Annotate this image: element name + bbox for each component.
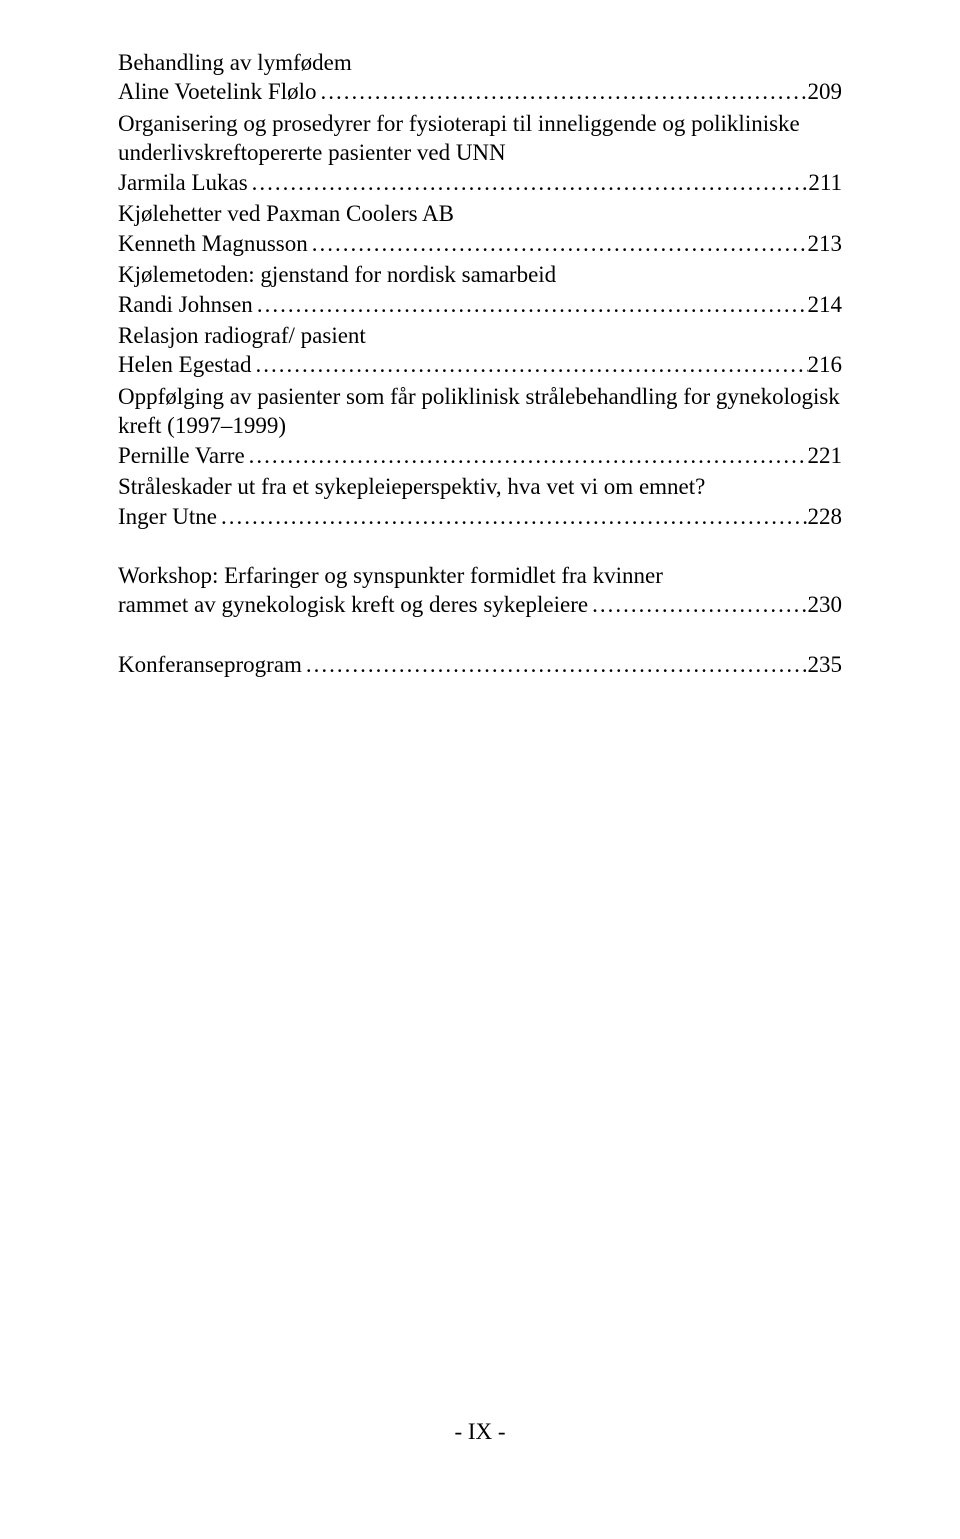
page-number-roman: - IX - <box>454 1419 505 1444</box>
toc-author: Randi Johnsen <box>118 290 253 319</box>
toc-title: Organisering og prosedyrer for fysiotera… <box>118 109 842 168</box>
toc-page: 211 <box>808 168 842 197</box>
toc-page: 221 <box>808 441 843 470</box>
toc-author-line: Kenneth Magnusson ......................… <box>118 229 842 258</box>
spacing <box>118 622 842 650</box>
toc-entry: Behandling av lymfødem Aline Voetelink F… <box>118 48 842 107</box>
toc-author: Pernille Varre <box>118 441 245 470</box>
toc-entry: Oppfølging av pasienter som får poliklin… <box>118 382 842 470</box>
toc-title: Relasjon radiograf/ pasient <box>118 321 842 350</box>
toc-entry: Organisering og prosedyrer for fysiotera… <box>118 109 842 197</box>
toc-author: Helen Egestad <box>118 350 251 379</box>
toc-page: 216 <box>808 350 843 379</box>
toc-dots: ........................................… <box>588 590 807 619</box>
toc-entry: Stråleskader ut fra et sykepleieperspekt… <box>118 472 842 531</box>
page-footer: - IX - <box>0 1419 960 1445</box>
toc-author-line: Jarmila Lukas ..........................… <box>118 168 842 197</box>
toc-dots: ........................................… <box>248 168 809 197</box>
toc-title: Kjølemetoden: gjenstand for nordisk sama… <box>118 260 842 289</box>
toc-dots: ........................................… <box>302 650 808 679</box>
toc-title: Kjølehetter ved Paxman Coolers AB <box>118 199 842 228</box>
toc-page: 214 <box>808 290 843 319</box>
toc-dots: ........................................… <box>253 290 808 319</box>
toc-author-line: Pernille Varre .........................… <box>118 441 842 470</box>
spacing <box>118 533 842 561</box>
toc-title: Oppfølging av pasienter som får poliklin… <box>118 382 842 441</box>
toc-title: Behandling av lymfødem <box>118 48 842 77</box>
toc-workshop-title-cont: rammet av gynekologisk kreft og deres sy… <box>118 590 588 619</box>
toc-dots: ........................................… <box>317 77 808 106</box>
toc-dots: ........................................… <box>251 350 807 379</box>
toc-workshop-line2: rammet av gynekologisk kreft og deres sy… <box>118 590 842 619</box>
toc-author: Aline Voetelink Flølo <box>118 77 317 106</box>
toc-page: 230 <box>808 590 843 619</box>
toc-author-line: Helen Egestad ..........................… <box>118 350 842 379</box>
toc-author-line: Aline Voetelink Flølo ..................… <box>118 77 842 106</box>
toc-entry: Relasjon radiograf/ pasient Helen Egesta… <box>118 321 842 380</box>
toc-entry-konferanse: Konferanseprogram ......................… <box>118 650 842 679</box>
toc-author: Inger Utne <box>118 502 217 531</box>
toc-page: 235 <box>808 650 843 679</box>
toc-dots: ........................................… <box>308 229 808 258</box>
toc-entry: Kjølehetter ved Paxman Coolers AB Kennet… <box>118 199 842 258</box>
toc-author-line: Randi Johnsen ..........................… <box>118 290 842 319</box>
toc-page: 213 <box>808 229 843 258</box>
toc-author: Kenneth Magnusson <box>118 229 308 258</box>
toc-author-line: Inger Utne .............................… <box>118 502 842 531</box>
toc-dots: ........................................… <box>245 441 808 470</box>
toc-workshop-line: Workshop: Erfaringer og synspunkter form… <box>118 561 842 620</box>
toc-konferanse-line: Konferanseprogram ......................… <box>118 650 842 679</box>
toc-page: 209 <box>808 77 843 106</box>
toc-title: Stråleskader ut fra et sykepleieperspekt… <box>118 472 842 501</box>
toc-workshop-title: Workshop: Erfaringer og synspunkter form… <box>118 561 842 590</box>
toc-entry-workshop: Workshop: Erfaringer og synspunkter form… <box>118 561 842 620</box>
toc-page: 228 <box>808 502 843 531</box>
toc-dots: ........................................… <box>217 502 808 531</box>
toc-entry: Kjølemetoden: gjenstand for nordisk sama… <box>118 260 842 319</box>
toc-author: Jarmila Lukas <box>118 168 248 197</box>
toc-konferanse-title: Konferanseprogram <box>118 650 302 679</box>
